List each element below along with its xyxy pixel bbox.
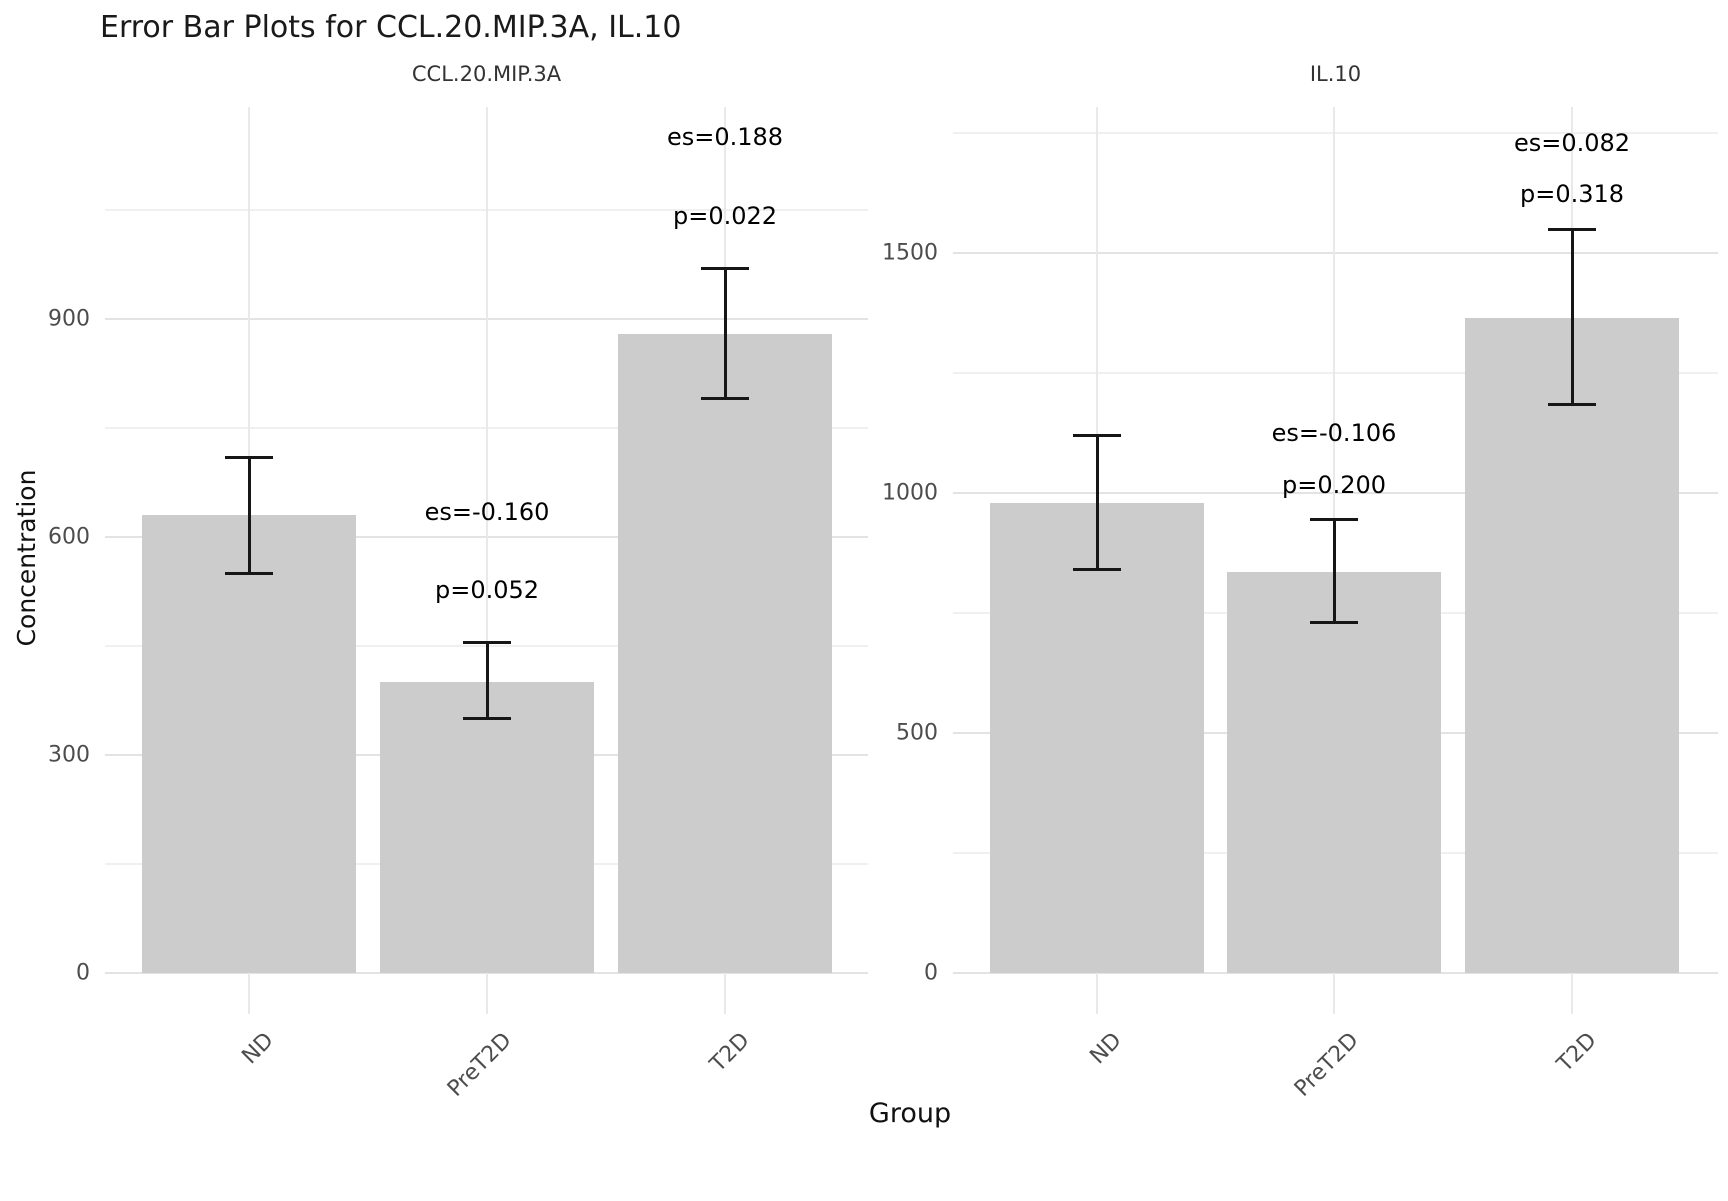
panel-title: IL.10 (1309, 62, 1362, 86)
gridline-minor (953, 132, 1718, 134)
error-bar-cap-top (1310, 517, 1358, 521)
bar-pret2d (1227, 572, 1441, 973)
x-tick-label: T2D (705, 1028, 755, 1078)
gridline-major (953, 972, 1718, 974)
error-bar-cap-bottom (1548, 402, 1596, 406)
annotation-es: es=-0.160 (424, 497, 550, 526)
annotation-es: es=-0.106 (1271, 419, 1397, 447)
error-bar-line (247, 457, 251, 574)
x-tick-label: ND (237, 1028, 279, 1070)
error-bar-line (485, 642, 489, 719)
y-tick-label: 500 (896, 720, 938, 746)
error-bar-cap-top (1548, 227, 1596, 231)
annotation-p: p=0.052 (434, 576, 540, 605)
y-tick-label: 300 (48, 742, 90, 768)
y-tick-label: 600 (48, 524, 90, 550)
y-tick-label: 0 (924, 960, 938, 986)
error-bar-cap-top (225, 455, 273, 459)
bar-t2d (1465, 317, 1679, 973)
x-axis-label: Group (868, 1098, 952, 1129)
y-tick-label: 1000 (882, 480, 938, 506)
y-tick-label: 1500 (882, 240, 938, 266)
y-axis-label: Concentration (12, 469, 41, 647)
error-bar-cap-bottom (701, 397, 749, 401)
y-tick-label: 900 (48, 306, 90, 332)
annotation-p: p=0.200 (1281, 470, 1387, 499)
x-tick-label: T2D (1552, 1028, 1602, 1078)
panel-title: CCL.20.MIP.3A (411, 62, 562, 86)
error-bar-cap-top (463, 640, 511, 644)
gridline-minor (953, 372, 1718, 374)
annotation-es: es=0.188 (666, 123, 784, 152)
bar-nd (142, 515, 356, 973)
error-bar-line (1332, 519, 1336, 623)
error-bar-line (1570, 229, 1574, 405)
x-tick-label: PreT2D (1289, 1028, 1364, 1102)
annotation-p: p=0.318 (1519, 180, 1625, 209)
error-bar-figure: { "figure": { "title": "Error Bar Plots … (12, 10, 1718, 1129)
x-tick-label: PreT2D (442, 1028, 517, 1102)
error-bar-cap-top (701, 266, 749, 270)
error-bar-cap-bottom (463, 717, 511, 721)
error-bar-cap-top (1073, 433, 1121, 437)
error-bar-cap-bottom (1310, 621, 1358, 625)
error-bar-cap-bottom (225, 571, 273, 575)
chart-title: Error Bar Plots for CCL.20.MIP.3A, IL.10 (100, 10, 682, 45)
error-bar-line (1095, 435, 1099, 570)
error-bar-line (723, 268, 727, 399)
y-tick-label: 0 (76, 960, 90, 986)
bar-nd (990, 502, 1204, 973)
x-tick-label: ND (1085, 1028, 1127, 1070)
gridline-major (953, 492, 1718, 494)
gridline-vertical (486, 107, 488, 1014)
annotation-es: es=0.082 (1513, 128, 1631, 157)
bar-t2d (618, 333, 832, 973)
error-bar-cap-bottom (1073, 568, 1121, 572)
annotation-p: p=0.022 (672, 201, 778, 230)
bar-pret2d (380, 682, 594, 973)
gridline-major (953, 252, 1718, 254)
